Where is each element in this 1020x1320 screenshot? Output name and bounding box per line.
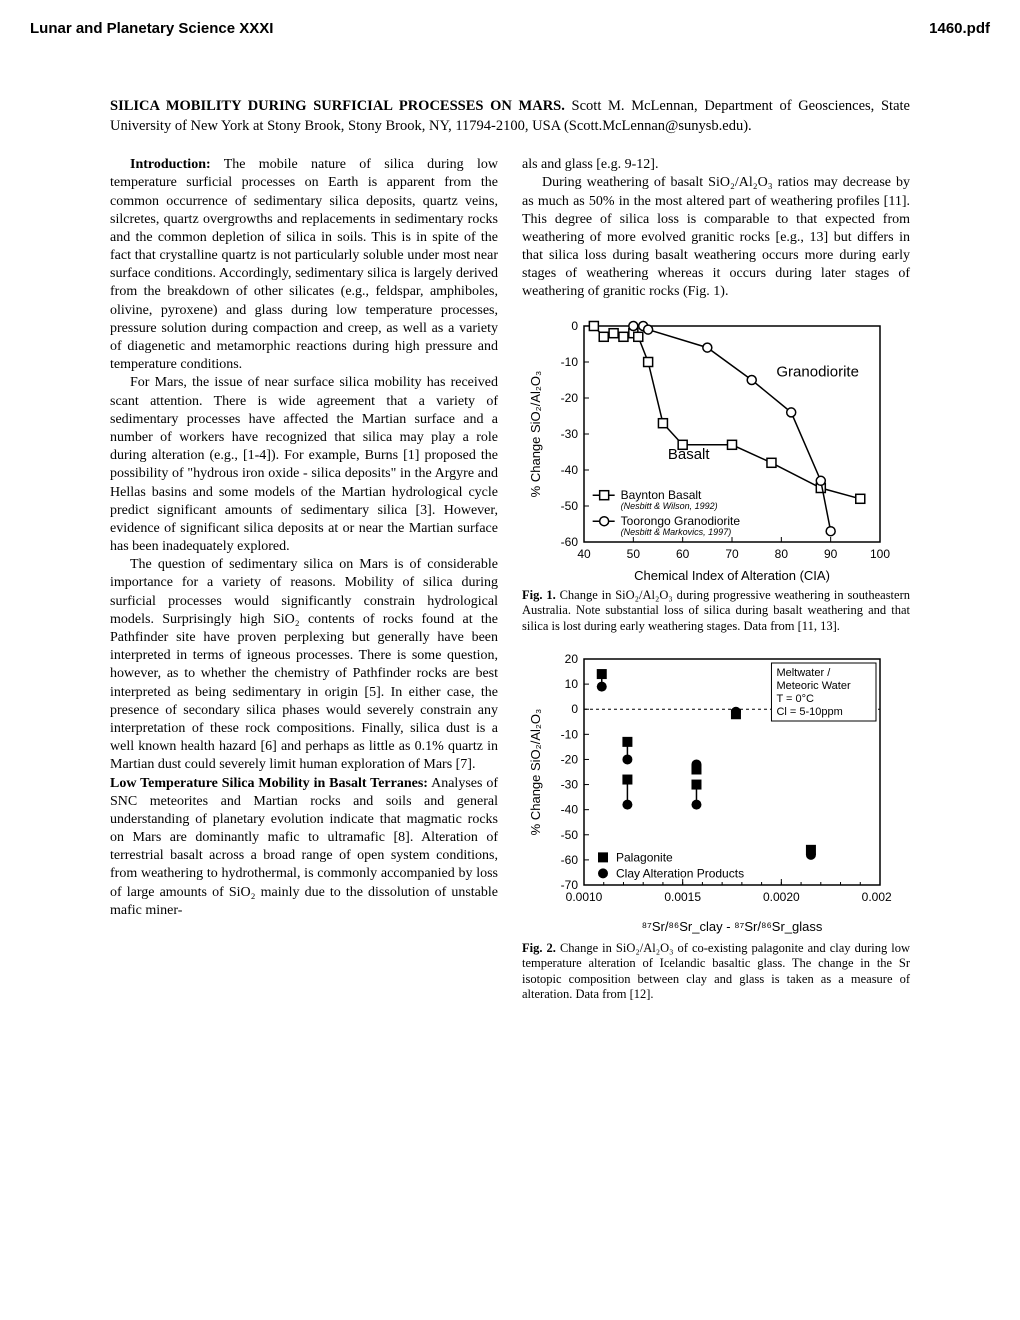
svg-text:40: 40 (577, 547, 591, 561)
svg-text:Clay Alteration Products: Clay Alteration Products (616, 866, 744, 880)
svg-text:Baynton Basalt: Baynton Basalt (621, 488, 702, 502)
svg-text:(Nesbitt & Wilson, 1992): (Nesbitt & Wilson, 1992) (621, 501, 718, 511)
svg-text:-10: -10 (561, 727, 579, 741)
weathering-paragraph: During weathering of basalt SiO₂/Al₂O₃ r… (522, 174, 910, 301)
svg-text:0.0025: 0.0025 (862, 890, 892, 904)
svg-text:-20: -20 (561, 391, 579, 405)
svg-text:Chemical Index of Alteration (: Chemical Index of Alteration (CIA) (634, 568, 830, 583)
svg-text:50: 50 (627, 547, 641, 561)
svg-text:-40: -40 (561, 802, 579, 816)
mars-silica-paragraph: For Mars, the issue of near surface sili… (110, 374, 498, 556)
svg-text:-50: -50 (561, 499, 579, 513)
svg-text:0.0015: 0.0015 (664, 890, 701, 904)
header-left: Lunar and Planetary Science XXXI (30, 20, 273, 37)
svg-text:60: 60 (676, 547, 690, 561)
fig2-caption: Change in SiO₂/Al₂O₃ of co-existing pala… (522, 941, 910, 1002)
basalt-terranes-text: Analyses of SNC meteorites and Martian r… (110, 776, 498, 918)
svg-text:(Nesbitt & Markovics, 1997): (Nesbitt & Markovics, 1997) (621, 527, 732, 537)
left-column: Introduction: The mobile nature of silic… (110, 156, 498, 1015)
svg-text:Toorongo Granodiorite: Toorongo Granodiorite (621, 514, 741, 528)
svg-text:-60: -60 (561, 852, 579, 866)
right-column: als and glass [e.g. 9-12]. During weathe… (522, 156, 910, 1015)
svg-text:% Change SiO₂/Al₂O₃: % Change SiO₂/Al₂O₃ (528, 370, 543, 497)
svg-text:20: 20 (565, 652, 579, 666)
title-block: SILICA MOBILITY DURING SURFICIAL PROCESS… (110, 97, 910, 136)
svg-text:-60: -60 (561, 535, 579, 549)
fig1-label: Fig. 1. (522, 588, 556, 602)
svg-text:% Change SiO₂/Al₂O₃: % Change SiO₂/Al₂O₃ (528, 708, 543, 835)
svg-text:-50: -50 (561, 827, 579, 841)
svg-text:10: 10 (565, 677, 579, 691)
svg-text:-30: -30 (561, 777, 579, 791)
svg-text:0: 0 (571, 702, 578, 716)
svg-text:-40: -40 (561, 463, 579, 477)
svg-text:90: 90 (824, 547, 838, 561)
introduction-heading: Introduction: (130, 157, 211, 172)
svg-text:-30: -30 (561, 427, 579, 441)
fig2-label: Fig. 2. (522, 941, 556, 955)
svg-text:-10: -10 (561, 355, 579, 369)
svg-text:T = 0°C: T = 0°C (776, 693, 814, 705)
basalt-terranes-heading: Low Temperature Silica Mobility in Basal… (110, 776, 428, 791)
svg-text:Meteoric Water: Meteoric Water (776, 680, 851, 692)
figure-1-chart: 40 50 60 70 80 90 100 0 -10 -20 -30 -40 -50 -60 Chemic… (522, 316, 892, 586)
fig1-caption: Change in SiO₂/Al₂O₃ during progressive … (522, 588, 910, 633)
svg-text:-20: -20 (561, 752, 579, 766)
continuation-text: als and glass [e.g. 9-12]. (522, 156, 910, 174)
svg-text:Basalt: Basalt (668, 446, 711, 463)
svg-text:Cl = 5-10ppm: Cl = 5-10ppm (776, 706, 842, 718)
figure-2-chart: 0.0010 0.0015 0.0020 0.0025 20 10 0 -10 -20 -30 -4… (522, 649, 892, 939)
svg-text:70: 70 (725, 547, 739, 561)
svg-text:⁸⁷Sr/⁸⁶Sr_clay - ⁸⁷Sr/⁸⁶Sr_gla: ⁸⁷Sr/⁸⁶Sr_clay - ⁸⁷Sr/⁸⁶Sr_glass (642, 919, 823, 934)
paper-title: SILICA MOBILITY DURING SURFICIAL PROCESS… (110, 98, 565, 114)
svg-text:0: 0 (571, 319, 578, 333)
svg-text:0.0010: 0.0010 (566, 890, 603, 904)
intro-paragraph: The mobile nature of silica during low t… (110, 157, 498, 372)
header-right: 1460.pdf (929, 20, 990, 37)
svg-text:80: 80 (775, 547, 789, 561)
svg-text:100: 100 (870, 547, 890, 561)
svg-text:0.0020: 0.0020 (763, 890, 800, 904)
importance-paragraph: The question of sedimentary silica on Ma… (110, 556, 498, 774)
svg-text:Palagonite: Palagonite (616, 850, 673, 864)
figure-2: 0.0010 0.0015 0.0020 0.0025 20 10 0 -10 -20 -30 -4… (522, 649, 910, 1004)
svg-text:-70: -70 (561, 878, 579, 892)
svg-text:Granodiorite: Granodiorite (776, 363, 859, 380)
svg-text:Meltwater /: Meltwater / (776, 667, 831, 679)
figure-1: 40 50 60 70 80 90 100 0 -10 -20 -30 -40 -50 -60 Chemic… (522, 316, 910, 635)
